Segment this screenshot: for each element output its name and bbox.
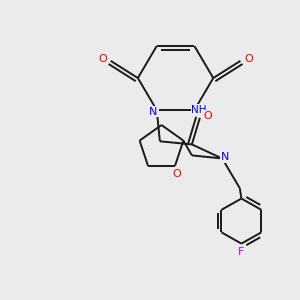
- Text: O: O: [203, 111, 212, 121]
- Text: NH: NH: [191, 105, 207, 115]
- Text: N: N: [220, 152, 229, 162]
- Text: O: O: [244, 54, 253, 64]
- Text: F: F: [238, 248, 244, 257]
- Text: N: N: [149, 106, 158, 117]
- Text: O: O: [172, 169, 181, 178]
- Text: O: O: [98, 54, 107, 64]
